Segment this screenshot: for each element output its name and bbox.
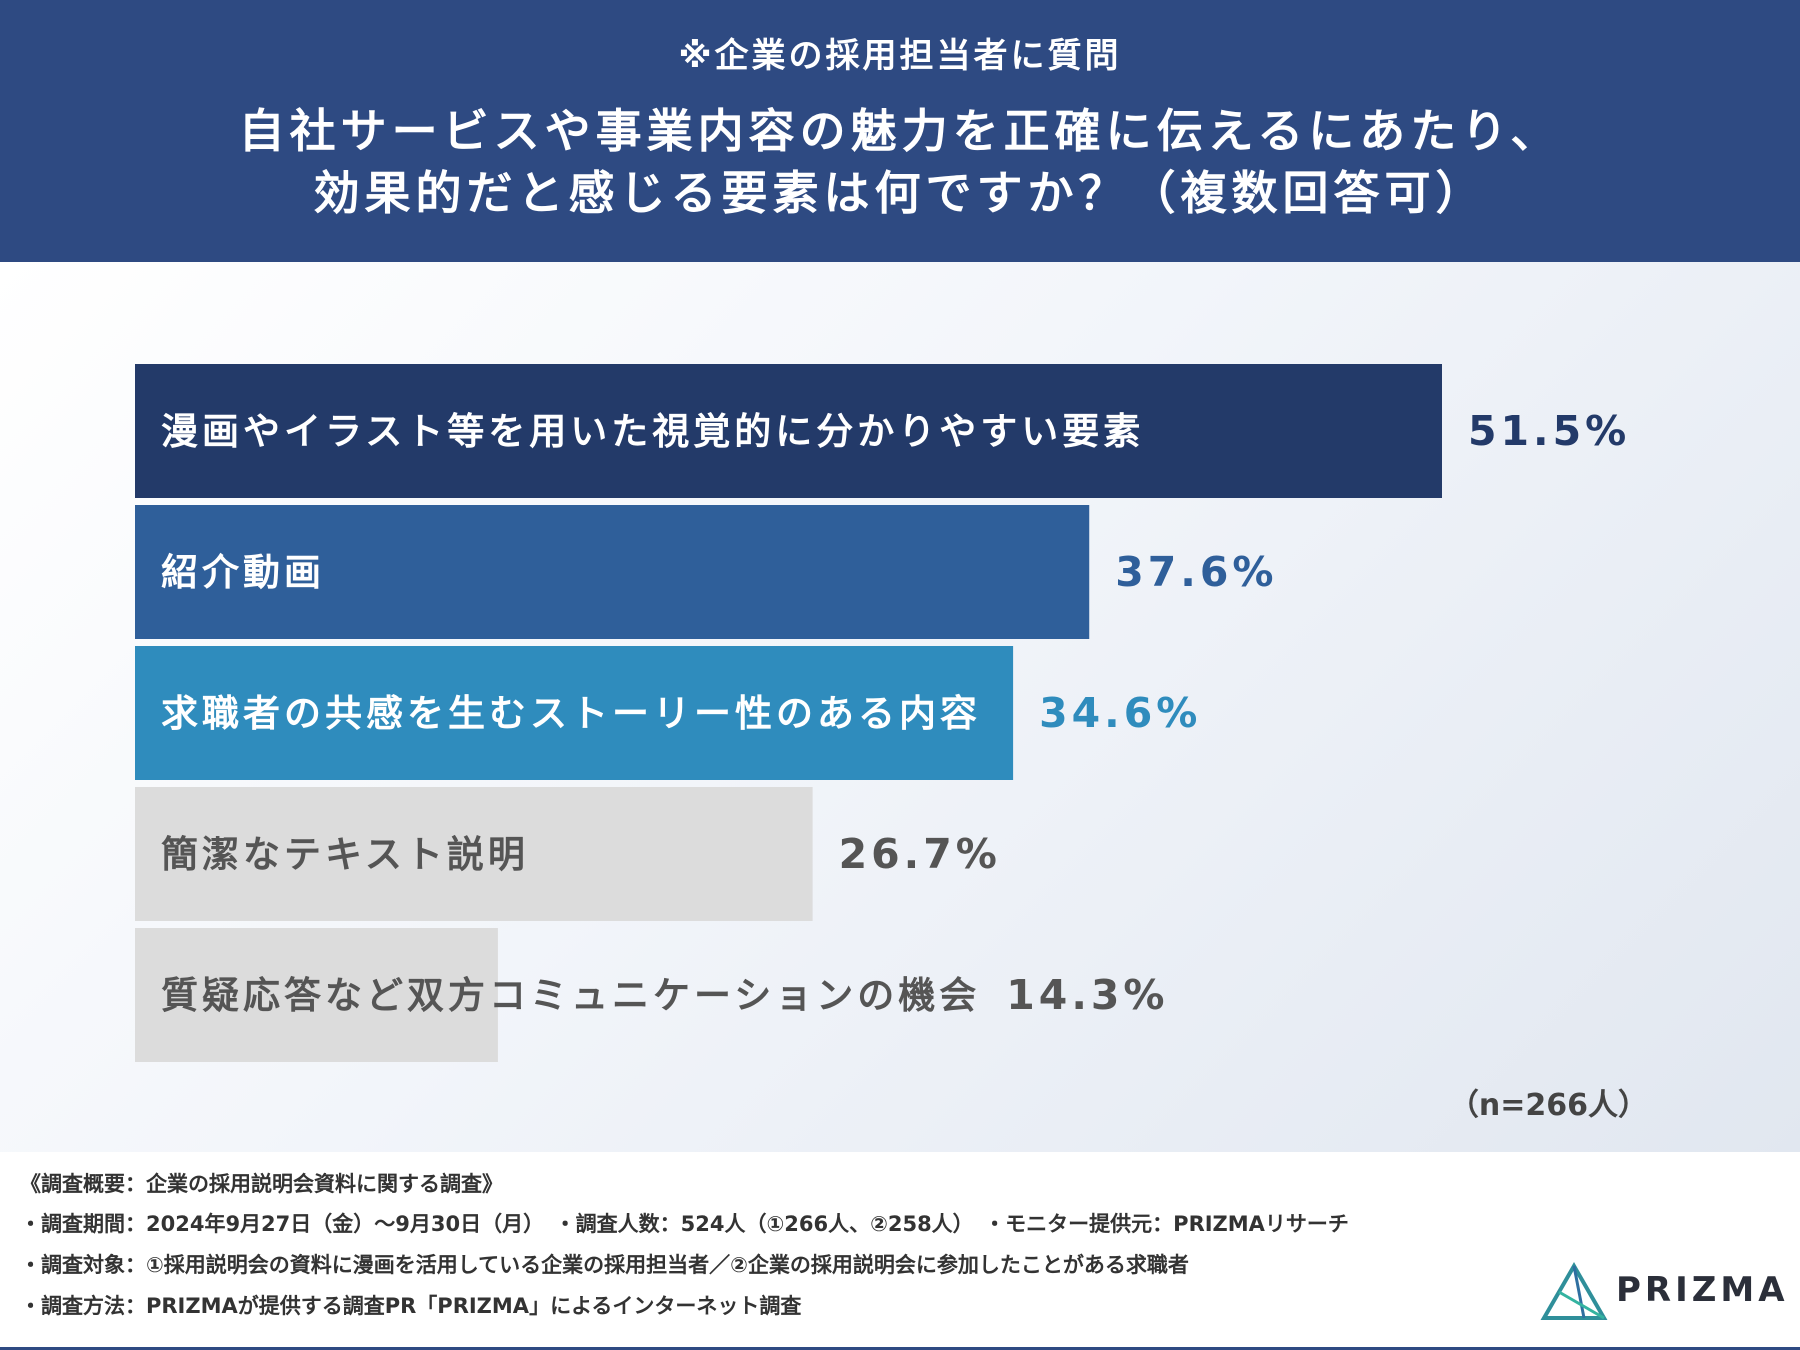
chart-title-line-2: 効果的だと感じる要素は何ですか？（複数回答可） — [313, 166, 1487, 220]
bar-category-label-2: 紹介動画 — [161, 551, 325, 594]
bar-value-label-5: 14.3% — [1006, 971, 1168, 1019]
bar-value-label-1: 51.5% — [1468, 407, 1630, 455]
bar-category-label-1: 漫画やイラスト等を用いた視覚的に分かりやすい要素 — [161, 410, 1144, 453]
prism-logo-icon — [1540, 1261, 1608, 1320]
logo-wordmark: PRIZMA — [1616, 1270, 1789, 1310]
bar-1 — [135, 364, 1442, 498]
bar-category-label-5: 質疑応答など双方コミュニケーションの機会 — [161, 974, 980, 1017]
footer-rule — [0, 1347, 1800, 1350]
header-note: ※企業の採用担当者に質問 — [678, 36, 1122, 76]
chart-title-line-1: 自社サービスや事業内容の魅力を正確に伝えるにあたり、 — [238, 104, 1562, 158]
bar-category-label-4: 簡潔なテキスト説明 — [161, 833, 529, 876]
bar-2 — [135, 505, 1090, 639]
prizma-logo: PRIZMA — [1540, 1261, 1785, 1322]
bar-chart: 漫画やイラスト等を用いた視覚的に分かりやすい要素 51.5% 紹介動画 37.6% 求職… — [135, 364, 1630, 1062]
survey-method: ・調査方法：PRIZMAが提供する調査PR「PRIZMA」によるインターネット調… — [20, 1294, 802, 1318]
bar-category-label-3: 求職者の共感を生むストーリー性のある内容 — [161, 692, 981, 735]
survey-overview-title: 《調査概要：企業の採用説明会資料に関する調査》 — [20, 1172, 503, 1196]
survey-target: ・調査対象：①採用説明会の資料に漫画を活用している企業の採用担当者／②企業の採用… — [20, 1253, 1189, 1277]
bar-4 — [135, 787, 813, 921]
bar-value-label-3: 34.6% — [1039, 689, 1201, 737]
plot-area: 漫画やイラスト等を用いた視覚的に分かりやすい要素 51.5% 紹介動画 37.6% 求職… — [0, 262, 1800, 1152]
sample-size-note: （n=266人） — [1448, 1088, 1648, 1123]
survey-period: ・調査期間：2024年9月27日（金）〜9月30日（月） ・調査人数：524人（… — [20, 1212, 1349, 1236]
bar-value-label-2: 37.6% — [1115, 548, 1277, 596]
survey-footer: 《調査概要：企業の採用説明会資料に関する調査》 ・調査期間：2024年9月27日… — [0, 1152, 1800, 1350]
header-banner: ※企業の採用担当者に質問 自社サービスや事業内容の魅力を正確に伝えるにあたり、 … — [0, 0, 1800, 262]
bar-value-label-4: 26.7% — [839, 830, 1001, 878]
bar-3 — [135, 646, 1014, 780]
bar-5 — [135, 928, 498, 1062]
